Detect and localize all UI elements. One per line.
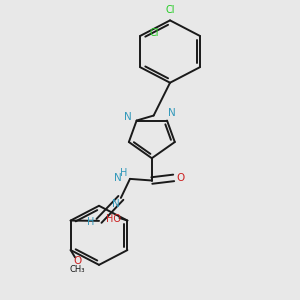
Text: N: N — [114, 173, 122, 183]
Text: HO: HO — [106, 214, 121, 224]
Text: H: H — [121, 168, 128, 178]
Text: N: N — [167, 108, 175, 118]
Text: O: O — [177, 173, 185, 183]
Text: N: N — [112, 199, 119, 209]
Text: H: H — [87, 217, 95, 226]
Text: Cl: Cl — [149, 28, 159, 38]
Text: Cl: Cl — [165, 5, 175, 15]
Text: CH₃: CH₃ — [69, 265, 85, 274]
Text: O: O — [73, 256, 81, 266]
Text: N: N — [124, 112, 131, 122]
